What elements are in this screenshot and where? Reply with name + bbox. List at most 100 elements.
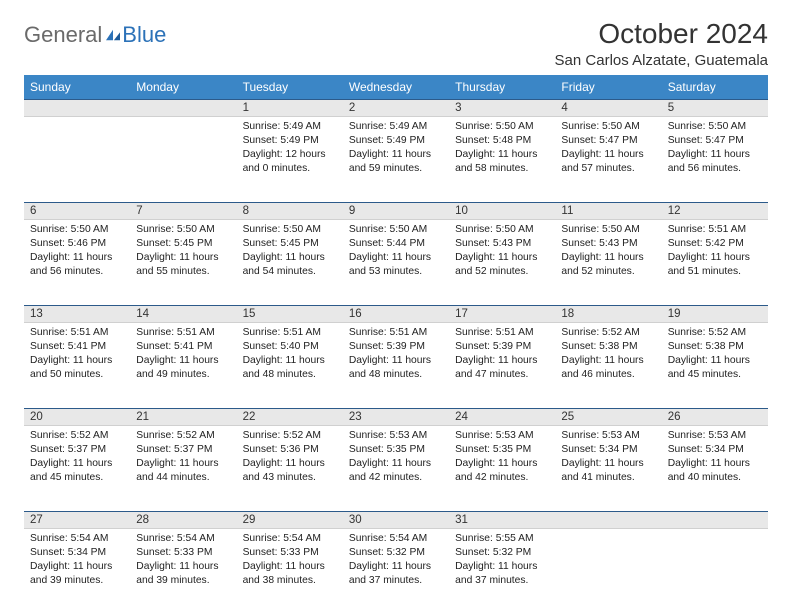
- day-number-row: 20212223242526: [24, 409, 768, 426]
- daylight-line: Daylight: 11 hours and 49 minutes.: [136, 354, 230, 382]
- day-body-cell: Sunrise: 5:50 AMSunset: 5:45 PMDaylight:…: [237, 220, 343, 306]
- sunrise-line: Sunrise: 5:51 AM: [136, 326, 230, 340]
- sunrise-line: Sunrise: 5:51 AM: [243, 326, 337, 340]
- sunset-line: Sunset: 5:32 PM: [455, 546, 549, 560]
- daylight-line: Daylight: 11 hours and 43 minutes.: [243, 457, 337, 485]
- day-number-cell: 4: [555, 100, 661, 117]
- day-number-cell: 3: [449, 100, 555, 117]
- day-body-cell: Sunrise: 5:50 AMSunset: 5:45 PMDaylight:…: [130, 220, 236, 306]
- sunset-line: Sunset: 5:34 PM: [561, 443, 655, 457]
- day-body-cell: Sunrise: 5:51 AMSunset: 5:42 PMDaylight:…: [662, 220, 768, 306]
- sunset-line: Sunset: 5:42 PM: [668, 237, 762, 251]
- header: General Blue October 2024 San Carlos Alz…: [24, 18, 768, 69]
- day-body-cell: Sunrise: 5:54 AMSunset: 5:33 PMDaylight:…: [130, 529, 236, 615]
- sunrise-line: Sunrise: 5:51 AM: [349, 326, 443, 340]
- sunset-line: Sunset: 5:49 PM: [243, 134, 337, 148]
- daylight-line: Daylight: 11 hours and 57 minutes.: [561, 148, 655, 176]
- day-number-cell: 9: [343, 203, 449, 220]
- sunset-line: Sunset: 5:33 PM: [243, 546, 337, 560]
- day-body-row: Sunrise: 5:50 AMSunset: 5:46 PMDaylight:…: [24, 220, 768, 306]
- day-body-cell: Sunrise: 5:55 AMSunset: 5:32 PMDaylight:…: [449, 529, 555, 615]
- day-number-cell: 21: [130, 409, 236, 426]
- daylight-line: Daylight: 11 hours and 51 minutes.: [668, 251, 762, 279]
- day-body-row: Sunrise: 5:52 AM Sunset: 5:37 PM Daylight:…: [24, 426, 768, 512]
- day-number-cell: 8: [237, 203, 343, 220]
- sunrise-line: Sunrise: 5:52 AM: [136, 429, 230, 443]
- sunrise-line: Sunrise: 5:51 AM: [30, 326, 124, 340]
- sunrise-line: Sunrise: 5:50 AM: [561, 120, 655, 134]
- day-number-cell: 27: [24, 512, 130, 529]
- day-body-cell: Sunrise: 5:52 AMSunset: 5:38 PMDaylight:…: [555, 323, 661, 409]
- sunset-line: Sunset: 5:48 PM: [455, 134, 549, 148]
- page-title: October 2024: [555, 18, 768, 50]
- day-body-cell: Sunrise: 5:51 AMSunset: 5:39 PMDaylight:…: [343, 323, 449, 409]
- day-number-cell: 20: [24, 409, 130, 426]
- day-number-cell: 23: [343, 409, 449, 426]
- day-number-row: 13141516171819: [24, 306, 768, 323]
- daylight-line: Daylight: 11 hours and 42 minutes.: [349, 457, 443, 485]
- daylight-line: Daylight: 11 hours and 39 minutes.: [136, 560, 230, 588]
- sunrise-line: Sunrise: 5:55 AM: [455, 532, 549, 546]
- daylight-line: Daylight: 11 hours and 38 minutes.: [243, 560, 337, 588]
- sunset-line: Sunset: 5:34 PM: [30, 546, 124, 560]
- daylight-line: Daylight: 11 hours and 46 minutes.: [561, 354, 655, 382]
- day-body-cell: Sunrise: 5:50 AMSunset: 5:48 PMDaylight:…: [449, 117, 555, 203]
- day-body-cell: [24, 117, 130, 203]
- sunset-line: Sunset: 5:37 PM: [30, 443, 124, 457]
- column-header: Friday: [555, 75, 661, 100]
- daylight-line: Daylight: 11 hours and 54 minutes.: [243, 251, 337, 279]
- day-body-row: Sunrise: 5:54 AMSunset: 5:34 PMDaylight:…: [24, 529, 768, 615]
- day-number-row: 12345: [24, 100, 768, 117]
- daylight-line: Daylight: 11 hours and 59 minutes.: [349, 148, 443, 176]
- day-number-cell: 1: [237, 100, 343, 117]
- sunrise-line: Sunrise: 5:51 AM: [455, 326, 549, 340]
- day-body-cell: Sunrise: 5:52 AMSunset: 5:36 PMDaylight:…: [237, 426, 343, 512]
- day-body-cell: Sunrise: 5:54 AMSunset: 5:34 PMDaylight:…: [24, 529, 130, 615]
- sunrise-line: Sunrise: 5:53 AM: [561, 429, 655, 443]
- sunrise-line: Sunrise: 5:50 AM: [243, 223, 337, 237]
- sunrise-line: Sunrise: 5:50 AM: [349, 223, 443, 237]
- day-number-cell: 19: [662, 306, 768, 323]
- column-header: Monday: [130, 75, 236, 100]
- sunrise-line: Sunrise: 5:49 AM: [243, 120, 337, 134]
- sunset-line: Sunset: 5:39 PM: [455, 340, 549, 354]
- day-body-cell: Sunrise: 5:53 AMSunset: 5:34 PMDaylight:…: [555, 426, 661, 512]
- sunset-line: Sunset: 5:38 PM: [668, 340, 762, 354]
- sunset-line: Sunset: 5:35 PM: [349, 443, 443, 457]
- day-number-cell: 31: [449, 512, 555, 529]
- sunset-line: Sunset: 5:47 PM: [561, 134, 655, 148]
- daylight-line: Daylight: 11 hours and 50 minutes.: [30, 354, 124, 382]
- day-body-cell: Sunrise: 5:54 AMSunset: 5:32 PMDaylight:…: [343, 529, 449, 615]
- daylight-line: Daylight: 12 hours and 0 minutes.: [243, 148, 337, 176]
- day-number-cell: 18: [555, 306, 661, 323]
- day-body-cell: Sunrise: 5:52 AMSunset: 5:37 PMDaylight:…: [130, 426, 236, 512]
- daylight-line: Daylight: 11 hours and 40 minutes.: [668, 457, 762, 485]
- day-number-cell: 26: [662, 409, 768, 426]
- column-header: Wednesday: [343, 75, 449, 100]
- sunset-line: Sunset: 5:38 PM: [561, 340, 655, 354]
- column-header: Thursday: [449, 75, 555, 100]
- daylight-line: Daylight: 11 hours and 37 minutes.: [349, 560, 443, 588]
- daylight-line: Daylight: 11 hours and 39 minutes.: [30, 560, 124, 588]
- day-body-cell: Sunrise: 5:50 AMSunset: 5:43 PMDaylight:…: [555, 220, 661, 306]
- day-number-cell: [130, 100, 236, 117]
- day-body-cell: Sunrise: 5:51 AMSunset: 5:41 PMDaylight:…: [24, 323, 130, 409]
- day-number-cell: 24: [449, 409, 555, 426]
- day-body-cell: Sunrise: 5:50 AMSunset: 5:43 PMDaylight:…: [449, 220, 555, 306]
- day-number-cell: 7: [130, 203, 236, 220]
- day-number-cell: 22: [237, 409, 343, 426]
- daylight-line: Daylight: 11 hours and 55 minutes.: [136, 251, 230, 279]
- sunrise-line: Sunrise: 5:53 AM: [668, 429, 762, 443]
- daylight-line: Daylight: 11 hours and 44 minutes.: [136, 457, 230, 485]
- sunset-line: Sunset: 5:43 PM: [561, 237, 655, 251]
- sunrise-line: Sunrise: 5:52 AM: [561, 326, 655, 340]
- daylight-line: Daylight: 11 hours and 45 minutes.: [668, 354, 762, 382]
- day-number-cell: 2: [343, 100, 449, 117]
- day-body-cell: Sunrise: 5:54 AMSunset: 5:33 PMDaylight:…: [237, 529, 343, 615]
- daylight-line: Daylight: 11 hours and 47 minutes.: [455, 354, 549, 382]
- sunset-line: Sunset: 5:32 PM: [349, 546, 443, 560]
- day-body-cell: Sunrise: 5:51 AMSunset: 5:39 PMDaylight:…: [449, 323, 555, 409]
- day-body-cell: Sunrise: 5:49 AMSunset: 5:49 PMDaylight:…: [237, 117, 343, 203]
- daylight-line: Daylight: 11 hours and 56 minutes.: [30, 251, 124, 279]
- day-number-cell: 5: [662, 100, 768, 117]
